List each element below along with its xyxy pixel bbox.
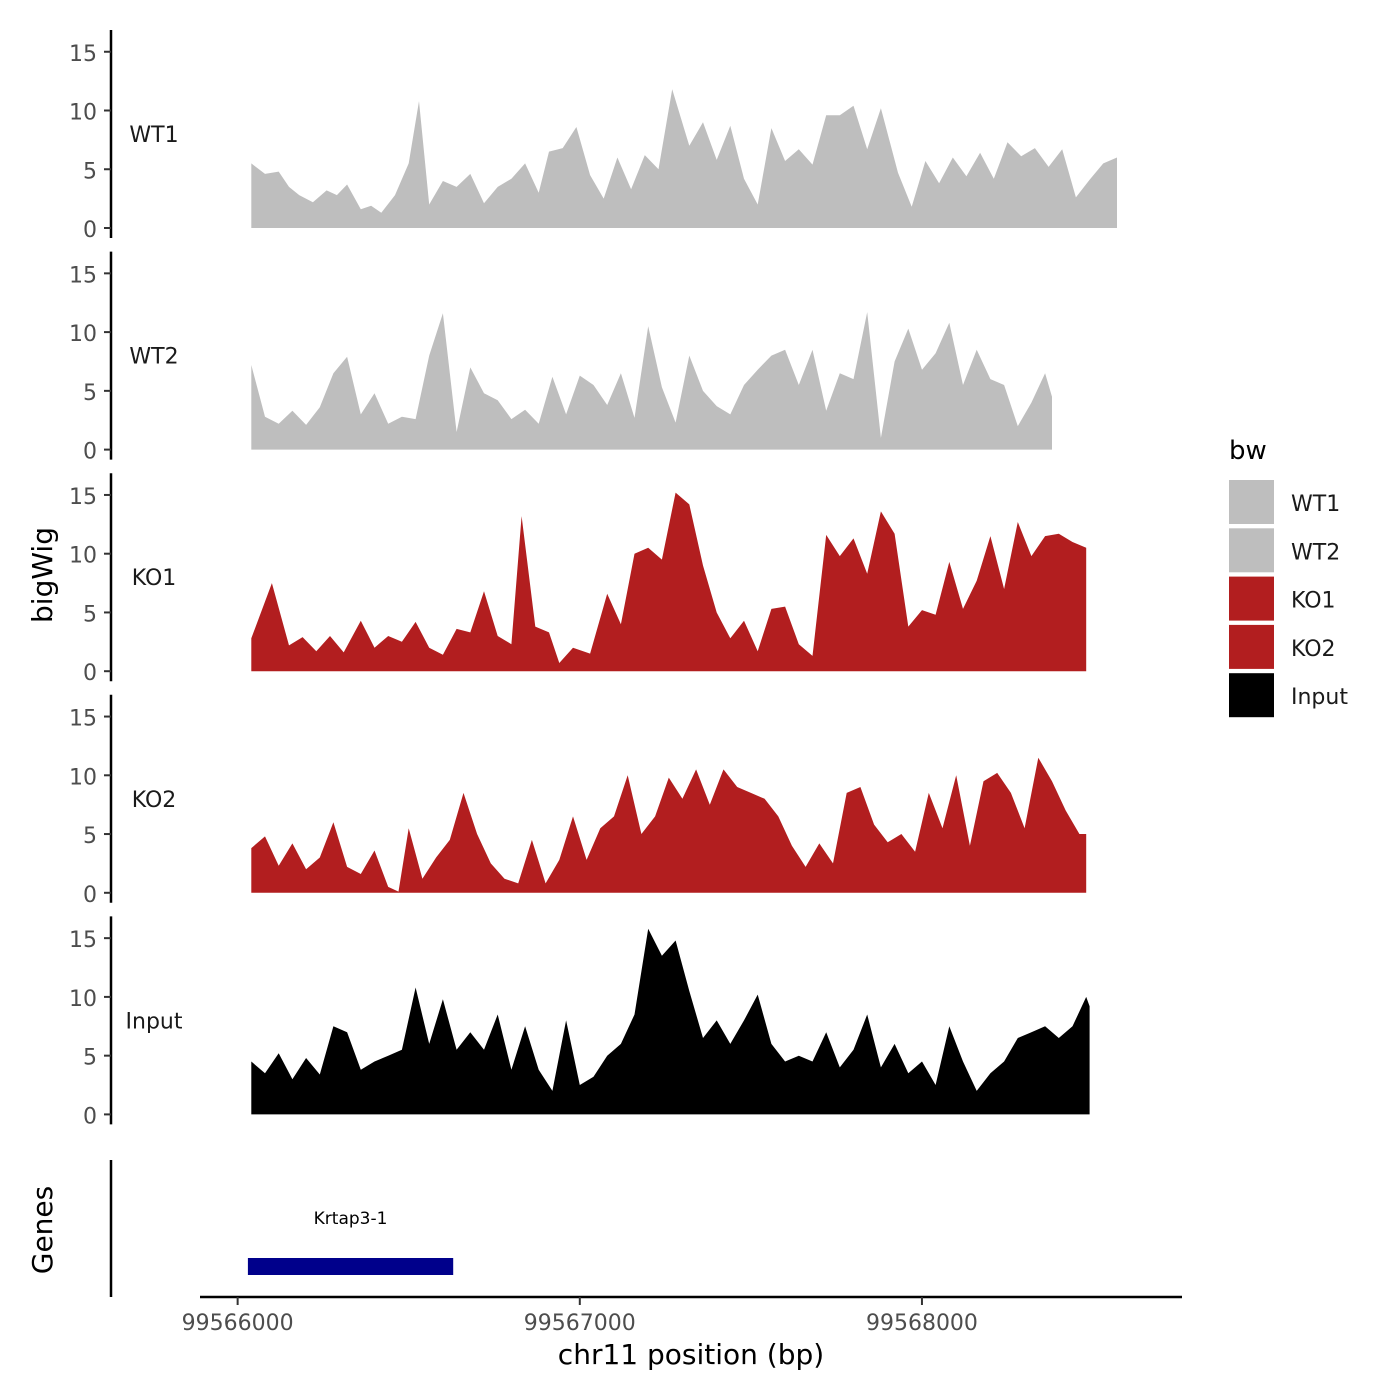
x-tick-label: 99568000 <box>866 1311 978 1336</box>
gene: Krtap3-1 <box>247 1209 454 1275</box>
area-ko2 <box>251 757 1087 893</box>
y-tick-label: 15 <box>69 263 97 288</box>
legend-label: KO1 <box>1291 589 1336 614</box>
legend-key-wt1 <box>1229 480 1274 524</box>
x-axis: chr11 position (bp) 99566000 99567000 9956… <box>182 1295 1182 1371</box>
legend-label: KO2 <box>1291 637 1336 662</box>
y-tick-label: 5 <box>83 1046 97 1071</box>
y-tick-label: 10 <box>69 987 97 1012</box>
y-tick-label: 10 <box>69 101 97 126</box>
track-wt2: 0 5 10 15 WT2 <box>69 251 1053 465</box>
track-label: WT2 <box>129 345 178 370</box>
x-tick-label: 99566000 <box>182 1311 294 1336</box>
legend-key-wt2 <box>1229 528 1274 573</box>
legend-title: bw <box>1229 436 1267 466</box>
y-tick-label: 0 <box>83 440 97 465</box>
y-tick-label: 5 <box>83 824 97 849</box>
y-tick-label: 0 <box>83 661 97 686</box>
x-axis-title: chr11 position (bp) <box>558 1338 824 1371</box>
y-tick-label: 15 <box>69 707 97 732</box>
y-tick-label: 15 <box>69 42 97 67</box>
area-ko1 <box>251 492 1087 672</box>
y-tick-label: 0 <box>83 1104 97 1129</box>
y-tick-label: 10 <box>69 544 97 569</box>
track-ko2: 0 5 10 15 KO2 <box>69 694 1087 908</box>
legend: bw WT1 WT2 KO1 KO2 Input <box>1229 436 1348 718</box>
legend-key-ko1 <box>1229 576 1274 621</box>
legend-label: WT1 <box>1291 492 1340 517</box>
legend-key-ko2 <box>1229 624 1274 669</box>
genes-track-label: Genes <box>26 1186 59 1274</box>
y-tick-label: 10 <box>69 322 97 347</box>
legend-key-input <box>1229 673 1274 718</box>
gene-label: Krtap3-1 <box>314 1209 388 1229</box>
y-tick-label: 15 <box>69 928 97 953</box>
gene-body <box>247 1258 454 1275</box>
area-wt2 <box>251 312 1053 450</box>
track-label: KO2 <box>132 788 177 813</box>
y-tick-label: 5 <box>83 159 97 184</box>
track-ko1: 0 5 10 15 KO1 <box>69 473 1087 686</box>
x-tick-label: 99567000 <box>524 1311 636 1336</box>
track-label: KO1 <box>132 566 177 591</box>
y-tick-label: 0 <box>83 218 97 243</box>
area-input <box>251 928 1090 1115</box>
track-wt1: 0 5 10 15 WT1 <box>69 30 1118 243</box>
y-tick-label: 10 <box>69 765 97 790</box>
track-label: WT1 <box>129 123 178 148</box>
y-tick-label: 15 <box>69 485 97 510</box>
genes-panel: Genes Krtap3-1 <box>26 1160 454 1297</box>
y-tick-label: 5 <box>83 602 97 627</box>
legend-label: Input <box>1291 685 1348 710</box>
track-panels: 0 5 10 15 WT1 0 5 10 15 WT2 0 5 10 15 KO1 0 5 10 15 KO2 0 5 10… <box>69 30 1118 1129</box>
y-tick-label: 0 <box>83 883 97 908</box>
y-tick-label: 5 <box>83 381 97 406</box>
track-label: Input <box>126 1009 183 1034</box>
y-axis-title: bigWig <box>26 527 59 623</box>
area-wt1 <box>251 89 1118 228</box>
track-input: 0 5 10 15 Input <box>69 916 1090 1129</box>
legend-label: WT2 <box>1291 540 1340 565</box>
